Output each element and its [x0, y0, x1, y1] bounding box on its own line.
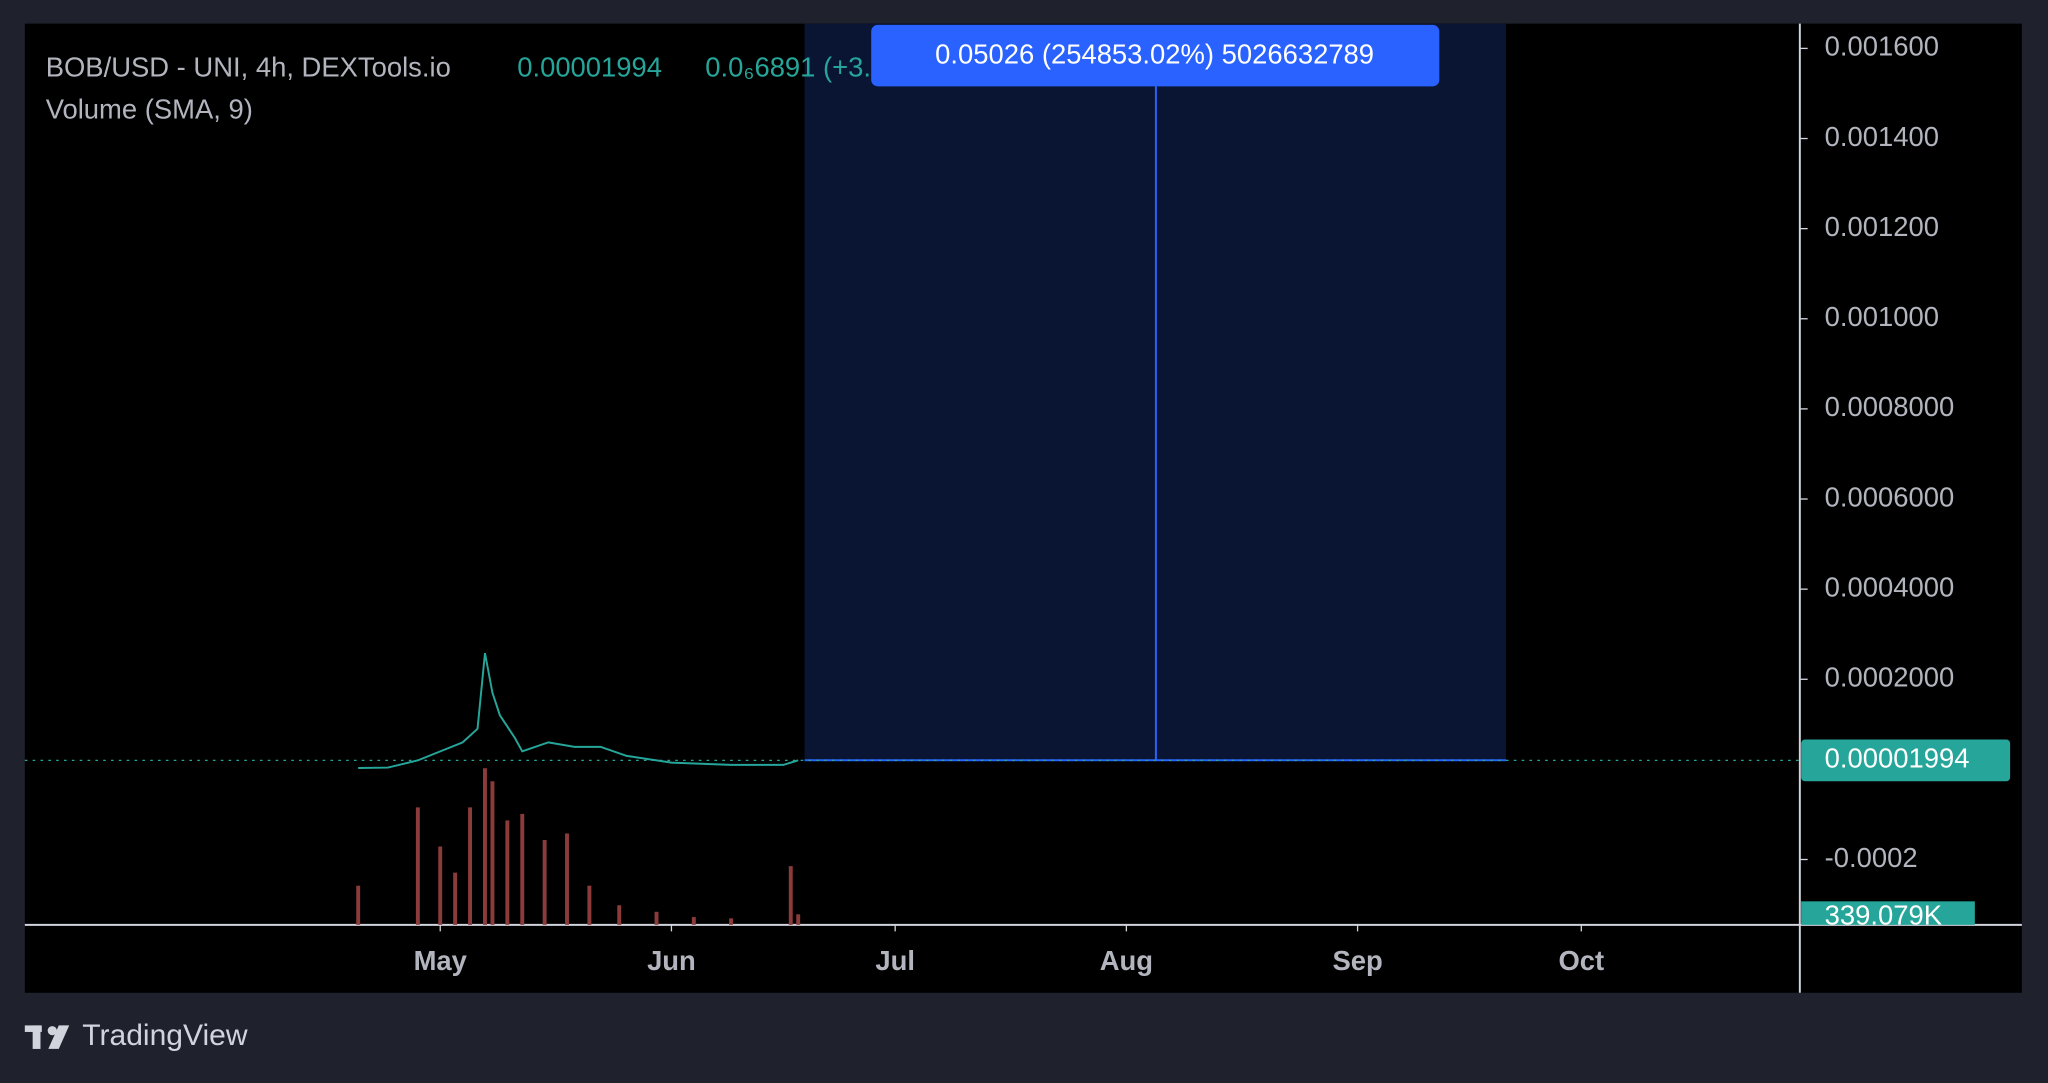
y-tick-label: 0.0002000	[1825, 662, 1955, 693]
volume-bar	[490, 781, 495, 925]
volume-label: Volume (SMA, 9)	[46, 93, 253, 124]
x-tick-label: May	[414, 945, 468, 976]
last-price-badge	[1801, 739, 2011, 782]
x-tick-label: Jun	[647, 945, 696, 976]
y-tick-label: -0.0002	[1825, 842, 1918, 873]
volume-bar	[729, 918, 734, 925]
last-price: 0.00001994	[517, 52, 662, 83]
volume-bar	[654, 911, 659, 925]
volume-badge	[1801, 901, 1975, 925]
y-tick-label: 0.001600	[1825, 31, 1939, 62]
volume-bar	[617, 905, 622, 925]
y-tick-label: 0.001200	[1825, 211, 1939, 242]
x-tick-label: Oct	[1558, 945, 1604, 976]
volume-bar	[520, 813, 525, 925]
last-volume-label: 339.079K	[1825, 899, 1942, 930]
volume-bar	[788, 866, 793, 925]
y-tick-label: 0.0006000	[1825, 481, 1955, 512]
y-tick-label: 0.0008000	[1825, 391, 1955, 422]
y-tick-label: 0.0004000	[1825, 571, 1955, 602]
y-tick-label: 0.001000	[1825, 301, 1939, 332]
volume-bar	[691, 917, 696, 925]
brand-logo	[24, 1025, 70, 1049]
x-tick-label: Aug	[1100, 945, 1153, 976]
price-line	[358, 652, 799, 770]
marks	[24, 652, 1800, 925]
volume-bar	[505, 820, 510, 925]
brand-name: TradingView	[82, 1019, 248, 1052]
volume-bar	[565, 833, 569, 925]
y-tick-label: 0.001400	[1825, 121, 1939, 152]
last-price-label: 0.00001994	[1825, 743, 1970, 774]
volume-bar	[796, 914, 801, 925]
volume-bar	[453, 872, 458, 925]
measure-label: 0.05026 (254853.02%) 5026632789	[935, 39, 1374, 70]
measure-box	[871, 24, 1440, 87]
volume-bar	[438, 846, 443, 925]
volume-bar	[468, 807, 473, 925]
x-tick-label: Jul	[875, 945, 915, 976]
volume-bar	[542, 840, 547, 925]
volume-bar	[587, 885, 592, 925]
x-tick-label: Sep	[1332, 945, 1382, 976]
volume-bar	[483, 768, 487, 925]
chart-title: BOB/USD - UNI, 4h, DEXTools.io	[46, 52, 451, 83]
volume-bar	[415, 807, 420, 925]
volume-bar	[356, 885, 361, 925]
